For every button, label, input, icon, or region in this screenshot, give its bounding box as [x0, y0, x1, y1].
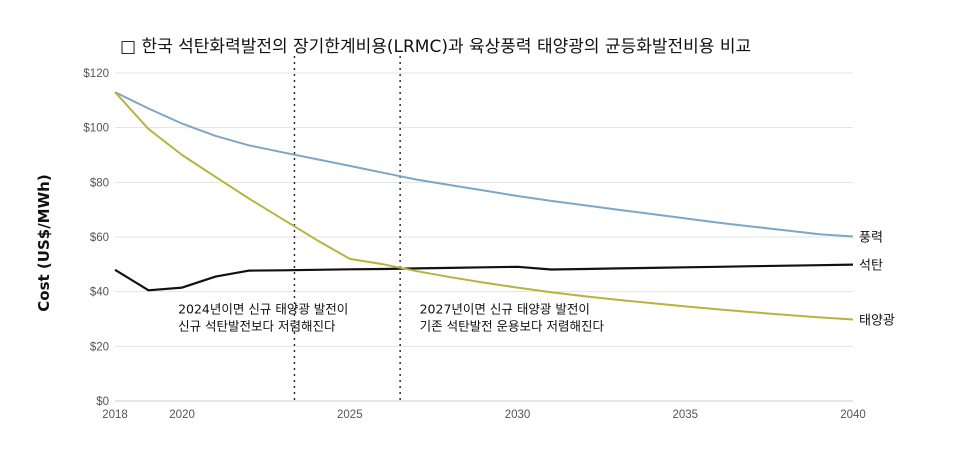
y-tick-label: $80 [90, 177, 109, 189]
annotation-1-line-2: 신규 석탄발전보다 저렴해진다 [178, 319, 336, 334]
x-tick-label: 2025 [337, 409, 363, 421]
y-tick-label: $120 [83, 68, 109, 80]
chart-title: □ 한국 석탄화력발전의 장기한계비용(LRMC)과 육상풍력 태양광의 균등화… [120, 37, 751, 57]
annotation-2-line-1: 2027년이면 신규 태양광 발전이 [420, 302, 590, 317]
y-axis-label: Cost (US$/MWh) [35, 174, 53, 311]
series-label-2: 석탄 [859, 259, 883, 274]
y-axis-ticks: $0 $20 $40 $60 $80 $100 $120 [83, 68, 109, 408]
series-line-1 [114, 91, 854, 238]
x-tick-label: 2035 [672, 409, 698, 421]
vertical-markers [293, 56, 401, 401]
y-tick-label: $40 [90, 287, 109, 299]
x-tick-label: 2018 [102, 409, 128, 421]
series-label-3: 태양광 [859, 314, 895, 329]
y-tick-label: $60 [90, 232, 109, 244]
series-line-3 [114, 91, 854, 321]
annotation-1-line-1: 2024년이면 신규 태양광 발전이 [178, 302, 348, 317]
grid-lines [115, 72, 853, 402]
x-tick-label: 2020 [169, 409, 195, 421]
y-tick-label: $100 [83, 123, 109, 135]
annotation-2-line-2: 기존 석탄발전 운용보다 저렴해진다 [420, 319, 605, 334]
x-tick-label: 2040 [840, 409, 866, 421]
y-tick-label: $20 [90, 341, 109, 353]
series-lines [114, 91, 854, 321]
series-line-2 [114, 263, 854, 292]
series-label-1: 풍력 [859, 230, 883, 245]
x-tick-label: 2030 [505, 409, 531, 421]
x-axis-ticks: 2018 2020 2025 2030 2035 2040 [102, 409, 866, 421]
y-tick-label: $0 [96, 396, 109, 408]
